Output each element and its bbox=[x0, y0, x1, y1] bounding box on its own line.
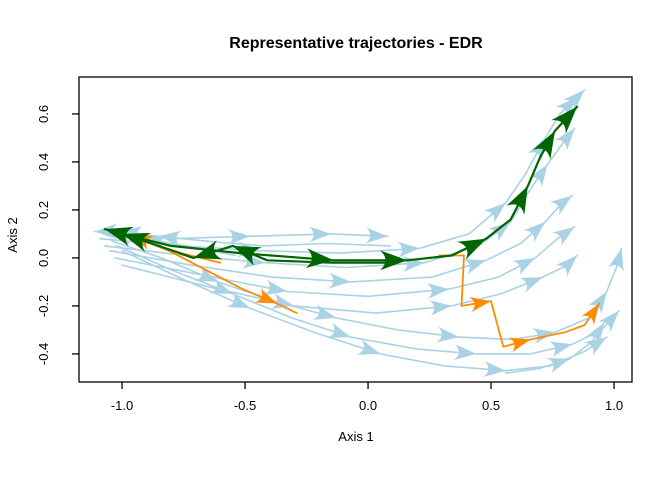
arrowhead bbox=[551, 106, 578, 134]
arrowhead bbox=[488, 221, 511, 242]
arrowhead bbox=[585, 322, 605, 346]
arrowhead bbox=[426, 283, 450, 300]
arrowhead bbox=[305, 248, 334, 269]
arrowhead bbox=[194, 265, 218, 282]
y-tick-label: -0.4 bbox=[36, 343, 51, 365]
plot-title: Representative trajectories - EDR bbox=[229, 35, 483, 52]
arrowhead bbox=[519, 277, 543, 293]
arrowhead bbox=[546, 357, 570, 374]
trajectory-path-representative-orange-right bbox=[438, 254, 601, 348]
x-axis-title: Axis 1 bbox=[338, 429, 373, 444]
arrowhead bbox=[554, 128, 575, 151]
arrowhead bbox=[523, 221, 546, 243]
arrowhead bbox=[308, 226, 332, 243]
arrowhead bbox=[555, 255, 578, 277]
y-tick-label: 0.6 bbox=[36, 105, 51, 123]
arrowhead bbox=[158, 230, 182, 247]
plot-box bbox=[78, 76, 633, 383]
y-tick-label: 0.2 bbox=[36, 201, 51, 219]
arrowhead bbox=[312, 304, 337, 320]
arrowhead bbox=[227, 228, 250, 245]
arrowhead bbox=[232, 245, 262, 266]
arrowhead bbox=[608, 248, 624, 272]
x-tick-label: 0.0 bbox=[359, 398, 377, 413]
arrowhead bbox=[456, 238, 487, 260]
arrowhead bbox=[483, 202, 506, 224]
arrowhead bbox=[429, 300, 452, 316]
trajectory-path-field-8 bbox=[116, 245, 620, 355]
arrowhead bbox=[397, 241, 420, 258]
arrowhead bbox=[548, 341, 573, 358]
arrowhead bbox=[453, 344, 477, 361]
arrowhead bbox=[356, 339, 381, 355]
arrowhead bbox=[563, 90, 585, 112]
x-tick-label: -0.5 bbox=[234, 398, 256, 413]
arrowhead bbox=[528, 164, 548, 187]
arrowhead bbox=[508, 337, 531, 353]
arrowhead bbox=[328, 272, 351, 289]
arrowhead bbox=[104, 226, 134, 247]
arrowhead bbox=[95, 223, 117, 240]
arrowhead bbox=[379, 250, 408, 271]
y-axis-title: Axis 2 bbox=[5, 217, 20, 252]
arrowhead bbox=[254, 288, 277, 304]
arrowhead bbox=[365, 227, 388, 244]
trajectory-path-representative-green-outbound bbox=[111, 105, 579, 262]
y-tick-label: -0.2 bbox=[36, 295, 51, 317]
arrowhead bbox=[226, 292, 250, 309]
trajectory-path-field-5 bbox=[113, 225, 576, 298]
arrowhead bbox=[193, 240, 223, 260]
plot-area: -1.0 -0.5 0.0 0.5 1.0 0.6 0.4 0.2 0.0 -0.2 -0.4 bbox=[36, 76, 633, 413]
y-tick-label: 0.4 bbox=[36, 153, 51, 171]
arrowhead bbox=[122, 232, 152, 252]
arrowhead bbox=[598, 310, 619, 333]
arrowhead bbox=[436, 326, 460, 343]
trajectory-path-field-6 bbox=[121, 254, 578, 314]
arrowhead bbox=[506, 185, 528, 215]
trajectory-path-field-2 bbox=[99, 89, 586, 254]
trajectory-path-field-4 bbox=[108, 194, 574, 283]
arrowhead bbox=[512, 257, 536, 276]
arrowhead bbox=[263, 279, 287, 296]
arrowhead bbox=[532, 130, 555, 160]
x-tick-label: 0.5 bbox=[482, 398, 500, 413]
arrowhead bbox=[469, 296, 491, 312]
x-tick-label: 1.0 bbox=[605, 398, 623, 413]
arrowhead bbox=[552, 226, 575, 246]
arrowhead bbox=[549, 195, 573, 215]
arrowhead bbox=[587, 291, 607, 315]
arrowhead bbox=[462, 259, 487, 275]
arrowhead bbox=[555, 97, 578, 119]
x-tick-label: -1.0 bbox=[111, 398, 133, 413]
arrowhead bbox=[209, 278, 233, 294]
arrowhead bbox=[583, 337, 607, 356]
arrowhead bbox=[327, 322, 351, 338]
y-tick-label: 0.0 bbox=[36, 249, 51, 267]
arrowhead bbox=[581, 303, 600, 326]
arrowhead bbox=[483, 360, 506, 377]
